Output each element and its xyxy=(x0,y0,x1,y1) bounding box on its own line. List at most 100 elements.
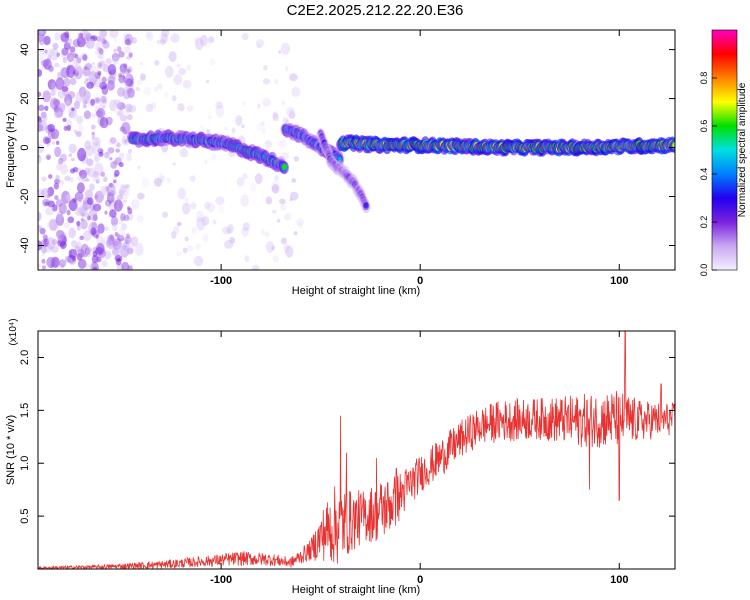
heatmap-blob xyxy=(99,30,108,38)
heatmap-blob xyxy=(73,129,78,134)
heatmap-blob xyxy=(109,137,117,144)
heatmap-blob xyxy=(108,103,115,110)
heatmap-blob xyxy=(38,32,45,42)
heatmap-blob xyxy=(154,59,160,66)
heatmap-blob xyxy=(81,212,85,217)
heatmap-blob xyxy=(39,227,46,235)
heatmap-blob xyxy=(112,225,118,232)
heatmap-blob xyxy=(89,65,99,78)
heatmap-blob xyxy=(262,98,272,107)
heatmap-blob xyxy=(92,203,102,212)
heatmap-blob xyxy=(84,189,93,200)
heatmap-blob xyxy=(101,76,107,84)
heatmap-blob xyxy=(48,173,53,180)
heatmap-blob xyxy=(47,194,51,198)
heatmap-blob xyxy=(126,210,134,221)
heatmap-blob xyxy=(126,55,131,60)
heatmap-blob xyxy=(56,163,62,171)
heatmap-blob xyxy=(120,189,129,200)
heatmap-blob xyxy=(111,221,116,228)
heatmap-blob xyxy=(139,61,144,66)
heatmap-blob xyxy=(102,98,107,104)
heatmap-blob xyxy=(118,162,124,168)
heatmap-blob xyxy=(54,195,59,201)
heatmap-blob xyxy=(54,224,60,232)
heatmap-blob xyxy=(110,215,119,227)
heatmap-blob xyxy=(103,151,110,159)
heatmap-blob xyxy=(170,33,180,43)
heatmap-blob xyxy=(124,38,131,46)
heatmap-blob xyxy=(227,223,234,234)
heatmap-blob xyxy=(45,207,54,216)
heatmap-blob xyxy=(93,171,99,179)
heatmap-blob xyxy=(66,65,71,71)
heatmap-blob xyxy=(112,238,122,251)
heatmap-blob xyxy=(95,41,103,52)
heatmap-blob xyxy=(54,32,62,41)
heatmap-blob xyxy=(118,51,125,58)
heatmap-blob xyxy=(42,198,51,207)
heatmap-blob xyxy=(38,116,43,124)
heatmap-blob xyxy=(116,87,125,97)
heatmap-blob xyxy=(79,169,88,179)
heatmap-blob xyxy=(91,136,100,147)
heatmap-blob xyxy=(285,245,294,258)
heatmap-blob xyxy=(289,197,293,202)
snr-y-ticks: 0.5 1.0 1.5 2.0 xyxy=(19,350,675,524)
heatmap-blob xyxy=(263,64,268,71)
heatmap-blob xyxy=(272,254,279,263)
heatmap-blob xyxy=(116,233,121,239)
heatmap-blob xyxy=(156,40,161,45)
spectrogram-x-ticks: -100 0 100 xyxy=(210,30,628,287)
heatmap-blob xyxy=(107,235,115,246)
heatmap-blob xyxy=(337,156,343,163)
x-tick-label: -100 xyxy=(210,574,232,586)
colorbar-gradient xyxy=(712,30,737,270)
heatmap-blob xyxy=(38,56,45,64)
heatmap-blob xyxy=(57,89,66,99)
heatmap-blob xyxy=(126,244,134,255)
heatmap-blob xyxy=(118,109,124,117)
heatmap-blob xyxy=(117,228,126,239)
heatmap-blob xyxy=(69,168,76,174)
heatmap-blob xyxy=(283,213,292,221)
heatmap-blob xyxy=(81,88,90,102)
heatmap-blob xyxy=(91,172,100,183)
heatmap-blob xyxy=(74,191,84,202)
heatmap-blob xyxy=(83,90,91,101)
heatmap-blob xyxy=(235,115,243,126)
spectrogram-x-axis-label: Height of straight line (km) xyxy=(292,285,420,297)
heatmap-blob xyxy=(43,58,52,70)
heatmap-blob xyxy=(77,258,87,269)
heatmap-blob xyxy=(89,183,95,191)
heatmap-blob xyxy=(278,50,282,54)
heatmap-blob xyxy=(50,245,59,254)
heatmap-blob xyxy=(40,111,47,119)
heatmap-blob xyxy=(69,77,77,86)
heatmap-blob xyxy=(118,189,125,197)
heatmap-blob xyxy=(77,175,83,181)
heatmap-blob xyxy=(64,93,73,107)
heatmap-blob xyxy=(212,219,217,225)
heatmap-blob xyxy=(249,182,257,192)
heatmap-blob xyxy=(159,33,168,44)
heatmap-blob xyxy=(272,209,277,214)
heatmap-blob xyxy=(91,62,95,66)
heatmap-blob xyxy=(672,142,675,148)
heatmap-blob xyxy=(112,56,119,66)
heatmap-blob xyxy=(194,37,204,51)
heatmap-blob xyxy=(96,36,102,42)
heatmap-blob xyxy=(125,233,131,239)
heatmap-blob xyxy=(81,94,90,105)
heatmap-blob xyxy=(78,124,85,133)
heatmap-blob xyxy=(53,108,64,119)
heatmap-blob xyxy=(56,52,60,58)
heatmap-blob xyxy=(78,86,87,98)
heatmap-blob xyxy=(76,35,82,42)
heatmap-blob xyxy=(107,79,115,91)
heatmap-blob xyxy=(69,46,76,53)
heatmap-blob xyxy=(226,228,232,235)
heatmap-blob xyxy=(58,102,66,113)
heatmap-blob xyxy=(68,177,74,183)
heatmap-blob xyxy=(256,123,265,132)
